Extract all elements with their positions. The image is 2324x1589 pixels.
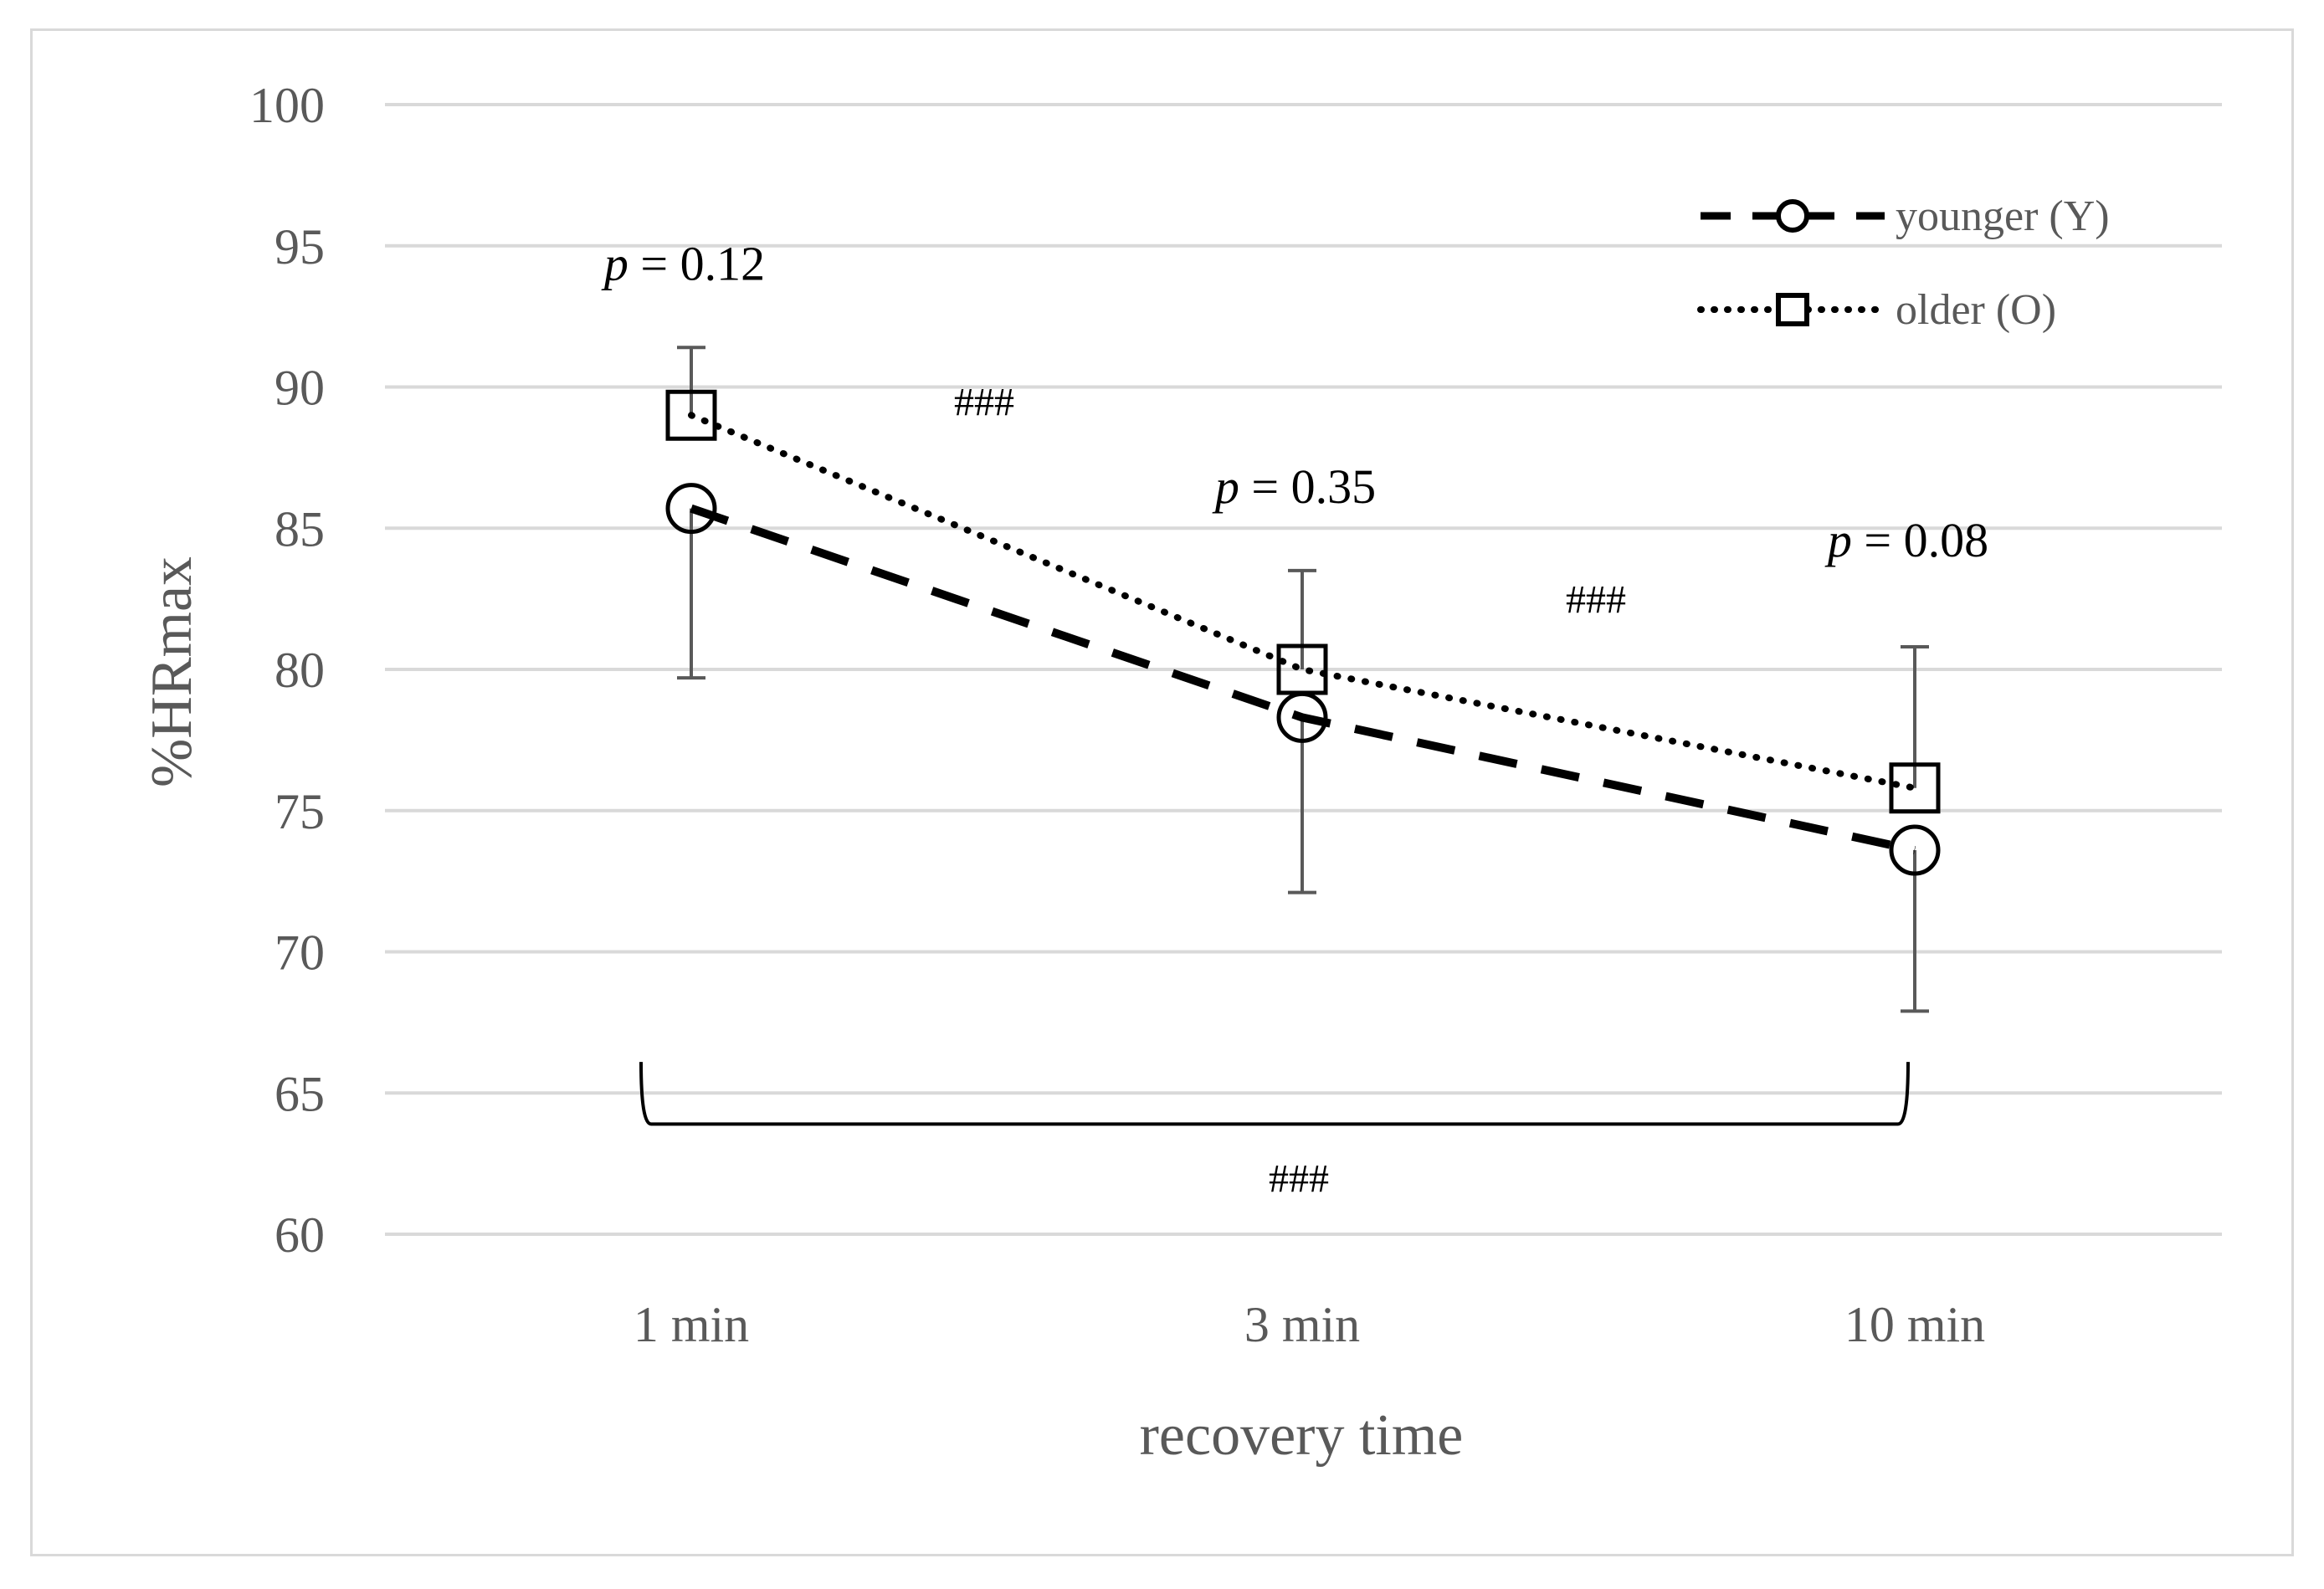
point-younger-10-min [1889,824,1941,876]
significance-hash-1: ### [1566,578,1626,623]
x-tick-labels: 1 min 3 min 10 min [634,1297,1985,1352]
legend-label-older: older (O) [1896,286,2056,334]
p-value-10-min: p = 0.08 [1824,513,1988,567]
series-lines [688,412,1918,854]
point-younger-1-min [665,483,717,535]
y-tick-95: 95 [274,219,325,274]
legend-label-younger: younger (Y) [1896,192,2110,240]
y-tick-65: 65 [274,1066,325,1121]
significance-hash-2: ### [1269,1156,1329,1201]
y-tick-80: 80 [274,643,325,698]
point-older-10-min [1889,762,1941,814]
legend: younger (Y) older (O) [1697,192,2110,334]
bracket-path [639,1062,1910,1126]
annotations: p = 0.12 p = 0.35 p = 0.08 ### ### ### [601,236,1988,1201]
y-tick-100: 100 [249,78,325,133]
y-tick-labels: 60 65 70 75 80 85 90 95 100 [249,78,325,1263]
x-axis-title: recovery time [1140,1403,1464,1468]
x-tick-3-min: 3 min [1244,1297,1360,1352]
y-axis-title: %HRmax [140,556,204,787]
y-tick-85: 85 [274,501,325,556]
p-value-3-min: p = 0.35 [1212,459,1376,514]
p-value-1-min: p = 0.12 [601,236,765,290]
point-older-3-min [1276,643,1328,695]
series-markers [665,389,1941,876]
legend-marker-circle [1776,199,1809,233]
gridlines [385,103,2222,1236]
legend-marker-square [1776,293,1809,326]
y-tick-75: 75 [274,784,325,839]
y-tick-60: 60 [274,1207,325,1263]
series-line-younger [690,504,1916,854]
x-tick-10-min: 10 min [1844,1297,1985,1352]
x-tick-1-min: 1 min [634,1297,749,1352]
point-older-1-min [665,389,717,441]
y-tick-70: 70 [274,925,325,981]
significance-hash-0: ### [954,380,1014,424]
chart-frame [30,28,2294,1556]
error-bars [677,346,1929,1013]
significance-bracket [639,1062,1910,1126]
y-tick-90: 90 [274,361,325,416]
